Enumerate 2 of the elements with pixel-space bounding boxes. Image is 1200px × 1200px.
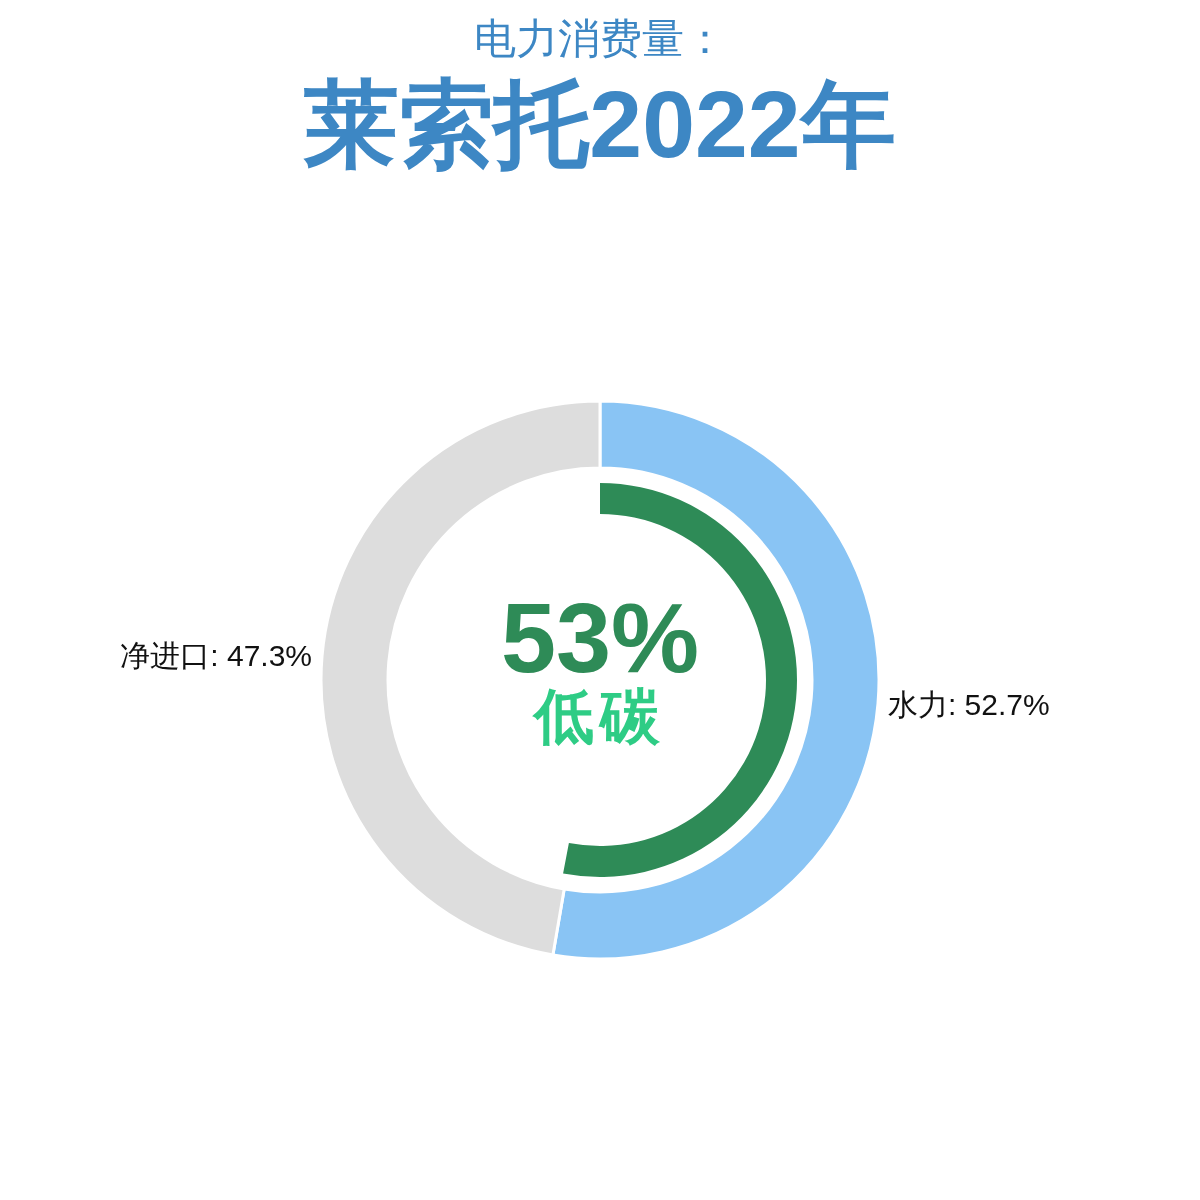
subtitle: 电力消费量： — [474, 15, 726, 62]
title: 莱索托2022年 — [304, 71, 896, 177]
